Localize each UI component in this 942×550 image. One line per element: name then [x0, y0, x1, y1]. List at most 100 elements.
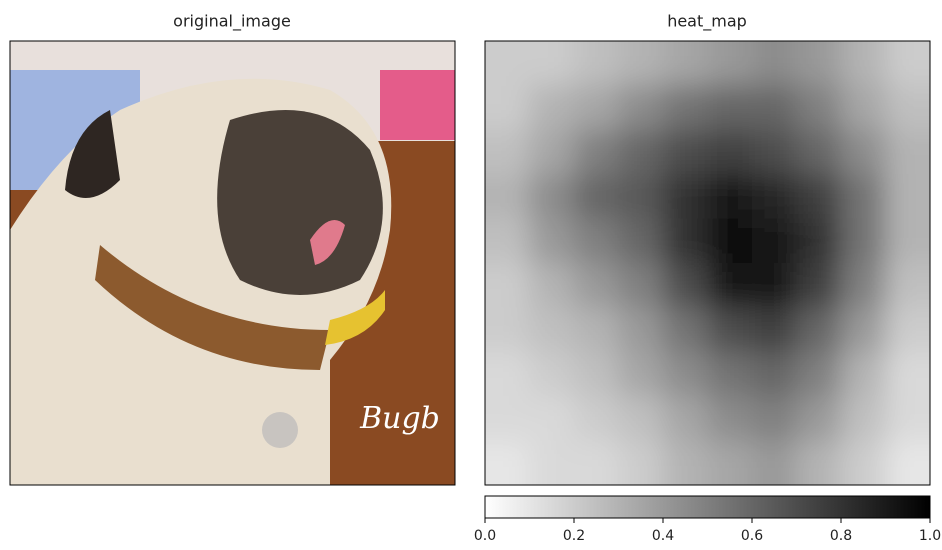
heatmap-cell [886, 219, 942, 264]
heatmap-cell [619, 85, 665, 130]
colorbar-tick-label: 0.8 [830, 528, 852, 544]
heatmap-cell [886, 1, 942, 86]
heatmap-cell [752, 130, 798, 175]
heatmap-cell [752, 1, 798, 86]
heatmap-cell [619, 307, 665, 352]
heatmap-cell [886, 263, 942, 308]
colorbar-fill [485, 496, 930, 518]
heatmap-cell [841, 352, 887, 397]
colorbar-tick-label: 0.6 [741, 528, 763, 544]
heatmap-cell [663, 396, 709, 441]
heatmap-cell [752, 352, 798, 397]
heatmap-cell [663, 263, 709, 308]
heatmap-cell [445, 352, 531, 397]
heatmap-cell [797, 352, 843, 397]
heatmap-cell [445, 130, 531, 175]
photo-text: Bugb [359, 401, 440, 436]
heatmap-cell [663, 174, 709, 219]
heatmap-cell [797, 219, 843, 264]
heatmap-cell [574, 307, 620, 352]
colorbar-tick-label: 0.4 [652, 528, 674, 544]
heatmap-cell [530, 352, 576, 397]
heatmap-cell [752, 307, 798, 352]
heatmap-cell [663, 352, 709, 397]
heatmap-cell [841, 219, 887, 264]
heatmap-cell [797, 1, 843, 86]
heatmap-cell [574, 1, 620, 86]
heatmap-cell [574, 352, 620, 397]
colorbar-tick-label: 0.2 [563, 528, 585, 544]
heatmap-cell [445, 85, 531, 130]
colorbar: 0.0 0.2 0.4 0.6 0.8 1.0 [474, 496, 941, 544]
heatmap-cell [708, 396, 754, 441]
heatmap-cell [841, 396, 887, 441]
heatmap-cell [445, 263, 531, 308]
heatmap-cell [797, 85, 843, 130]
heatmap-cell [530, 130, 576, 175]
heatmap-cell [797, 263, 843, 308]
heatmap-cell [797, 307, 843, 352]
heatmap-cell [797, 174, 843, 219]
heatmap-cell [886, 396, 942, 441]
heatmap-cell [530, 174, 576, 219]
heatmap-cell [445, 307, 531, 352]
heatmap-cell [841, 1, 887, 86]
heatmap-cell [841, 174, 887, 219]
heatmap-cell [663, 130, 709, 175]
heatmap-cell [574, 219, 620, 264]
heatmap-cell [841, 85, 887, 130]
heatmap-cell [619, 396, 665, 441]
heatmap-cell [574, 130, 620, 175]
heatmap-cell [663, 219, 709, 264]
heatmap-cell [619, 130, 665, 175]
heatmap-cell [708, 307, 754, 352]
heatmap-cell [445, 219, 531, 264]
heatmap-cell [574, 85, 620, 130]
heatmap-cell [841, 263, 887, 308]
heatmap-cell [886, 85, 942, 130]
heatmap-cell [841, 307, 887, 352]
heatmap-cell [663, 307, 709, 352]
heatmap-cell [886, 174, 942, 219]
heatmap-cell [445, 1, 531, 86]
heatmap-title: heat_map [667, 12, 747, 32]
heatmap-cell [530, 1, 576, 86]
heatmap-cell [886, 352, 942, 397]
heatmap-cell [619, 219, 665, 264]
heatmap-cell [530, 263, 576, 308]
heatmap-cell [619, 263, 665, 308]
heatmap-cell [708, 352, 754, 397]
heatmap-cell [752, 174, 798, 219]
heatmap-cell [708, 130, 754, 175]
heatmap-cell [797, 130, 843, 175]
heatmap-cell [663, 85, 709, 130]
heatmap-cell [708, 263, 754, 308]
heatmap-cell [619, 352, 665, 397]
heatmap-cell [752, 263, 798, 308]
photo: Bugb [10, 41, 455, 485]
heatmap-cell [752, 396, 798, 441]
heatmap-cell [708, 219, 754, 264]
heatmap-cell [708, 85, 754, 130]
heatmap-cell [752, 219, 798, 264]
heatmap-cell [708, 174, 754, 219]
heatmap-cell [530, 307, 576, 352]
image-title: original_image [173, 12, 291, 32]
heatmap-cell [752, 85, 798, 130]
heatmap-cell [530, 396, 576, 441]
colorbar-tick-label: 0.0 [474, 528, 496, 544]
heatmap-cell [797, 396, 843, 441]
heatmap-cell [619, 174, 665, 219]
heatmap-cell [886, 307, 942, 352]
heatmap [445, 1, 942, 526]
heatmap-cell [530, 85, 576, 130]
heatmap-cell [574, 263, 620, 308]
heatmap-cell [574, 396, 620, 441]
heatmap-cell [841, 130, 887, 175]
heatmap-cells [445, 1, 942, 526]
heatmap-cell [619, 1, 665, 86]
colorbar-tick-label: 1.0 [919, 528, 941, 544]
figure: original_image heat_map Bugb 0.00.20.40.… [0, 0, 942, 546]
heatmap-cell [530, 219, 576, 264]
heatmap-cell [445, 396, 531, 441]
